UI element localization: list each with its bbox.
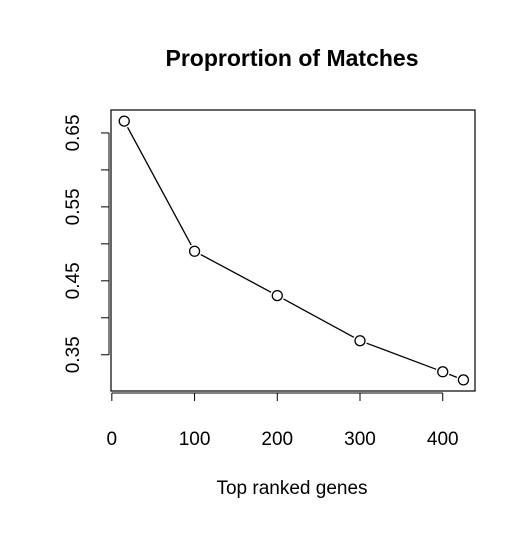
point (437, 366, 449, 378)
line-segment (126, 126, 192, 246)
point (271, 289, 283, 302)
x-tick-label: 100 (179, 429, 211, 450)
y-tick-label: 0.55 (63, 188, 84, 225)
y-tick-label: 0.45 (63, 262, 84, 299)
line-segment (449, 373, 458, 378)
line-segment (200, 253, 272, 293)
x-tick-label: 400 (427, 429, 459, 450)
chart-title: Proprortion of Matches (165, 45, 418, 71)
point (118, 115, 130, 127)
x-axis-label: Top ranked genes (216, 478, 367, 499)
x-tick-label: 200 (261, 429, 293, 450)
line-segment (366, 342, 437, 370)
y-tick-label: 0.35 (63, 336, 84, 373)
line-segment (283, 298, 355, 338)
point (457, 374, 470, 386)
point (354, 335, 366, 347)
point (188, 245, 201, 257)
y-tick-label: 0.65 (63, 114, 84, 151)
plot-box (110, 109, 476, 392)
x-tick-label: 0 (107, 429, 118, 450)
x-tick-label: 300 (344, 429, 376, 450)
